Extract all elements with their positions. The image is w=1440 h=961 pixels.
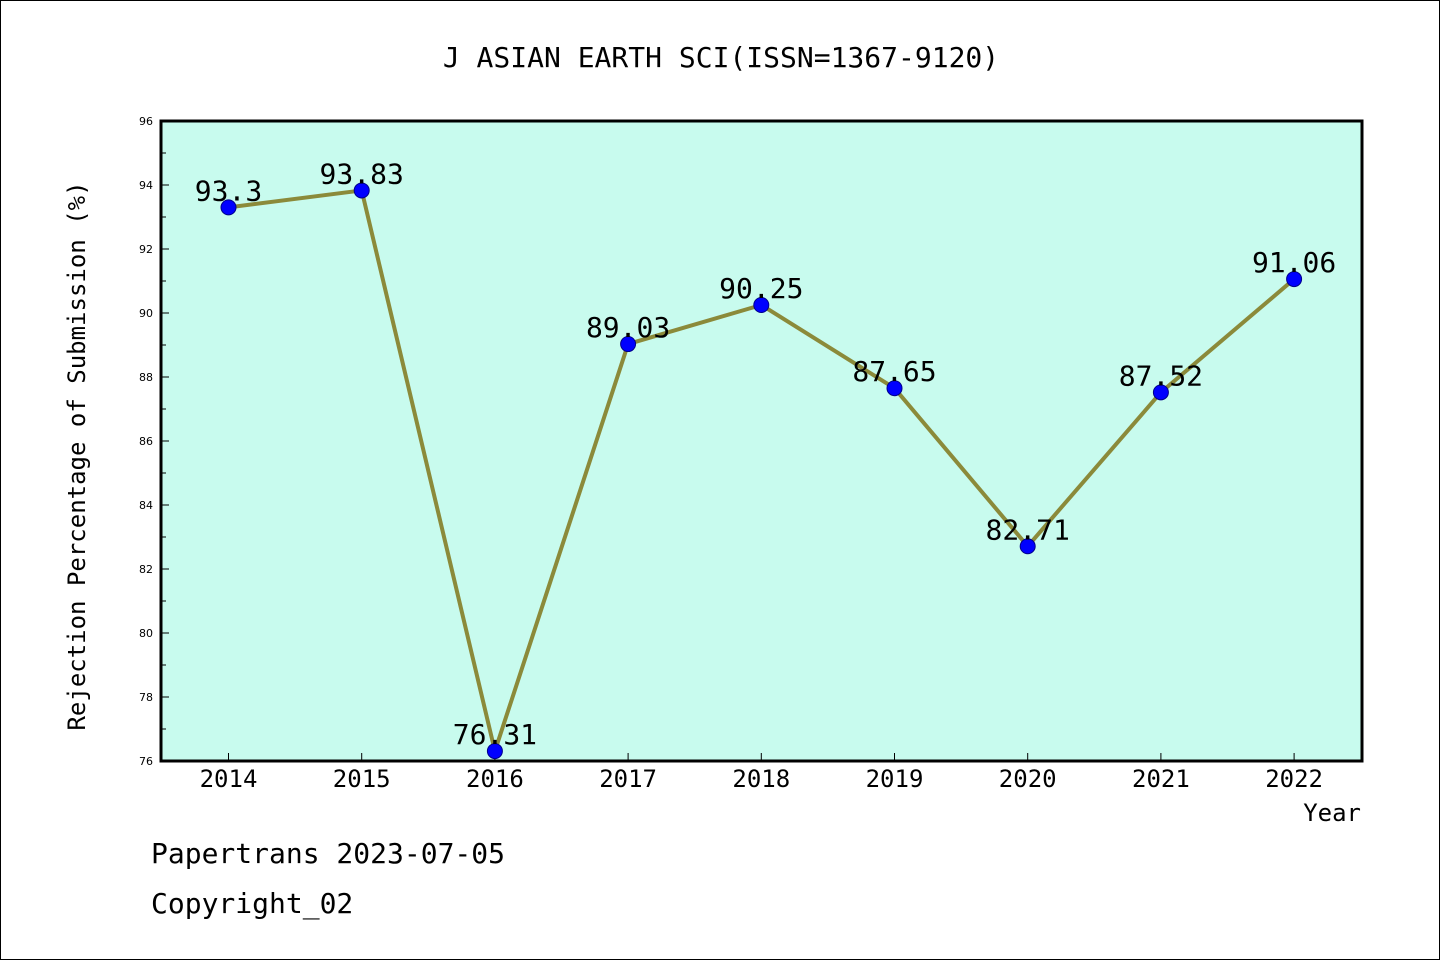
footer-date: Papertrans 2023-07-05 bbox=[151, 837, 506, 870]
data-labels: 93.3 93.83 76.31 89.03 90.25 87.65 82.71 87.52 9… bbox=[195, 157, 1336, 751]
data-point-marker bbox=[1286, 271, 1303, 288]
series-markers bbox=[220, 182, 1303, 760]
x-tick-label: 2017 bbox=[599, 765, 657, 793]
x-tick-label: 2015 bbox=[333, 765, 391, 793]
plot-area bbox=[161, 121, 1362, 761]
data-point-label: 89.03 bbox=[586, 311, 670, 344]
x-tick-label: 2020 bbox=[999, 765, 1057, 793]
data-point-label: 93.83 bbox=[320, 157, 404, 190]
y-tick-label: 78 bbox=[139, 691, 153, 704]
data-point-label: 87.52 bbox=[1119, 359, 1203, 392]
data-point-label: 91.06 bbox=[1252, 246, 1336, 279]
x-tick-label: 2018 bbox=[732, 765, 790, 793]
x-tick-label: 2014 bbox=[200, 765, 258, 793]
x-tick-label: 2022 bbox=[1265, 765, 1323, 793]
y-tick-label: 96 bbox=[139, 115, 153, 128]
y-tick-label: 84 bbox=[139, 499, 153, 512]
y-tick-label: 90 bbox=[139, 307, 153, 320]
y-tick-label: 86 bbox=[139, 435, 153, 448]
data-point-marker bbox=[353, 182, 370, 199]
y-tick-label: 92 bbox=[139, 243, 153, 256]
y-tick-label: 88 bbox=[139, 371, 153, 384]
data-point-label: 90.25 bbox=[719, 272, 803, 305]
x-tick-label: 2021 bbox=[1132, 765, 1190, 793]
data-point-marker bbox=[620, 336, 637, 353]
data-point-marker bbox=[1019, 538, 1036, 555]
y-tick-label: 76 bbox=[139, 755, 153, 768]
data-point-marker bbox=[220, 199, 237, 216]
data-point-label: 76.31 bbox=[453, 718, 537, 751]
y-axis-label: Rejection Percentage of Submission (%) bbox=[63, 181, 91, 730]
data-point-label: 87.65 bbox=[852, 355, 936, 388]
data-point-label: 82.71 bbox=[986, 513, 1070, 546]
footer-copyright: Copyright_02 bbox=[151, 887, 354, 920]
plot-border bbox=[159, 119, 1364, 763]
data-point-marker bbox=[1152, 384, 1169, 401]
chart-title: J ASIAN EARTH SCI(ISSN=1367-9120) bbox=[443, 41, 999, 74]
axis-ticks: 76 78 80 82 84 86 88 90 92 94 96 2014 2015 2016 2017 20… bbox=[139, 115, 1323, 793]
y-tick-label: 80 bbox=[139, 627, 153, 640]
data-point-marker bbox=[486, 743, 503, 760]
y-tick-label: 82 bbox=[139, 563, 153, 576]
data-point-label: 93.3 bbox=[195, 174, 262, 207]
x-tick-label: 2016 bbox=[466, 765, 524, 793]
x-axis-label: Year bbox=[1303, 799, 1361, 827]
data-point-marker bbox=[886, 380, 903, 397]
y-tick-label: 94 bbox=[139, 179, 153, 192]
x-tick-label: 2019 bbox=[866, 765, 924, 793]
data-point-marker bbox=[753, 297, 770, 313]
